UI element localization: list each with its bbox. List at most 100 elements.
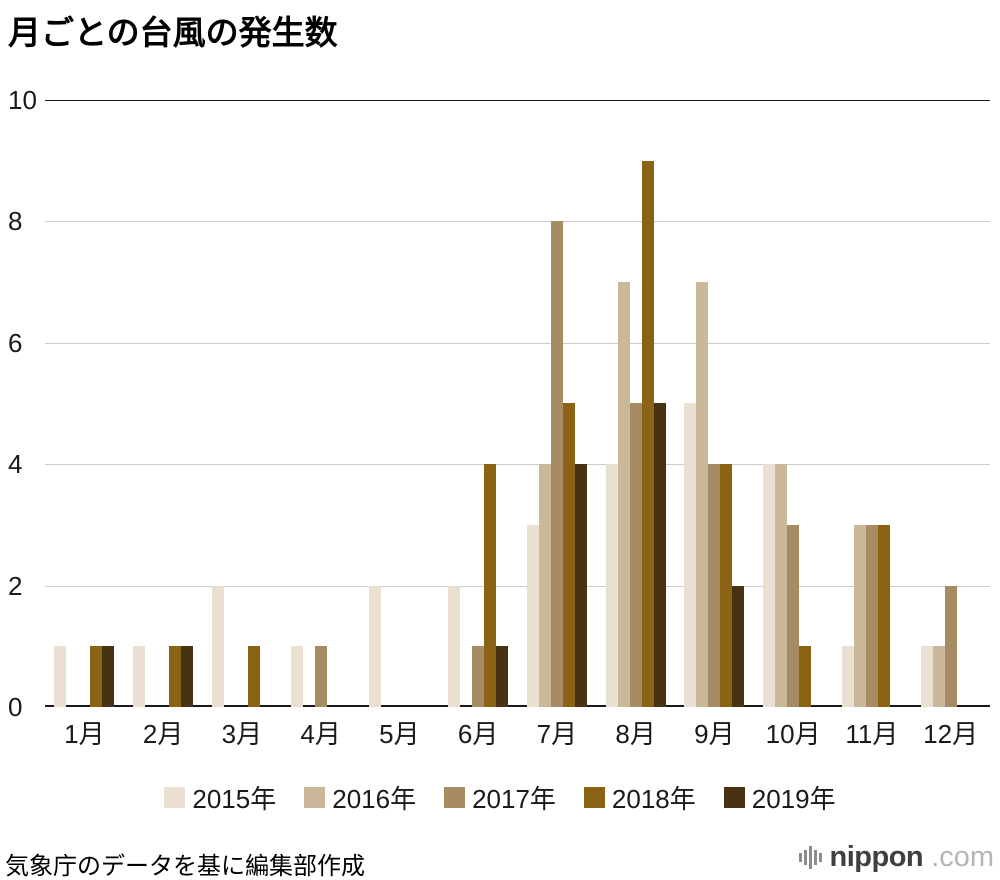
legend-label-2017年: 2017年 [472,784,556,814]
bar-2017年-12月 [944,586,957,707]
x-tick-label-11月: 11月 [845,719,899,749]
bar-2018年-7月 [562,403,575,707]
y-tick-label-2: 2 [8,571,23,601]
bar-2015年-8月 [605,464,618,707]
bar-2019年-8月 [653,403,666,707]
bar-2017年-11月 [865,525,878,707]
bar-series-container [45,100,990,707]
plot-area [45,100,990,707]
legend-swatch-2018年 [583,787,605,808]
month-group-11月 [833,100,912,707]
source-note: 気象庁のデータを基に編集部作成 [5,853,365,880]
month-group-6月 [439,100,518,707]
bar-2017年-4月 [314,646,327,707]
x-tick-label-7月: 7月 [536,719,578,749]
month-group-12月 [911,100,990,707]
bar-2018年-3月 [247,646,260,707]
gridline-0 [45,705,990,707]
bar-2015年-10月 [763,464,776,707]
soundwave-icon [798,844,822,870]
x-tick-label-2月: 2月 [142,719,184,749]
bar-2016年-10月 [775,464,788,707]
y-tick-label-0: 0 [8,692,23,722]
bar-2017年-6月 [472,646,485,707]
legend-item-2015年: 2015年 [164,779,276,816]
x-tick-label-9月: 9月 [694,719,735,749]
bar-2017年-10月 [787,525,800,707]
x-tick-label-3月: 3月 [221,719,263,749]
month-group-1月 [45,100,124,707]
legend-swatch-2016年 [304,787,326,808]
legend-swatch-2017年 [444,787,466,808]
y-axis-labels: 0 2 4 6 8 10 [8,0,48,880]
gridline-2 [45,586,990,587]
soundwave-bar-2 [808,845,812,869]
y-tick-label-6: 6 [8,328,23,358]
x-tick-label-12月: 12月 [923,719,979,749]
bar-2017年-8月 [629,403,642,707]
month-group-3月 [203,100,282,707]
gridline-10 [45,100,990,101]
bar-2015年-5月 [369,586,382,707]
bar-2016年-8月 [617,282,630,707]
gridline-4 [45,464,990,465]
legend-item-2018年: 2018年 [583,779,696,816]
month-group-2月 [124,100,203,707]
legend-label-2015年: 2015年 [192,784,277,814]
bar-2018年-6月 [484,464,497,707]
bar-2018年-2月 [169,646,182,707]
soundwave-bar-0 [798,852,802,862]
x-tick-label-5月: 5月 [379,719,420,749]
bar-2015年-3月 [211,586,224,707]
bar-2015年-7月 [526,525,539,707]
bar-2016年-7月 [538,464,551,707]
y-tick-label-10: 10 [8,85,37,115]
x-tick-label-10月: 10月 [765,719,821,749]
legend-item-2016年: 2016年 [304,779,416,816]
soundwave-bar-3 [813,849,817,865]
bar-2015年-2月 [133,646,146,707]
bar-2019年-2月 [181,646,194,707]
bar-2017年-7月 [550,221,563,707]
nippon-logo: nippon .com [798,840,994,874]
gridline-8 [45,221,990,222]
bar-2019年-6月 [496,646,509,707]
legend-label-2019年: 2019年 [751,784,836,814]
bar-2015年-4月 [290,646,303,707]
y-tick-label-8: 8 [8,206,23,236]
y-tick-label-4: 4 [8,449,23,479]
bar-2019年-9月 [732,586,745,707]
bar-2018年-11月 [877,525,890,707]
legend: 2015年 2016年 2017年 2018年 2019年 [0,779,1000,816]
bar-2015年-9月 [684,403,697,707]
bar-2018年-8月 [641,161,654,707]
soundwave-bar-4 [818,852,822,862]
legend-label-2018年: 2018年 [611,784,696,814]
bar-2015年-1月 [54,646,67,707]
bar-2015年-11月 [841,646,854,707]
bar-2016年-9月 [696,282,709,707]
bar-2018年-9月 [720,464,733,707]
month-group-4月 [281,100,360,707]
soundwave-bar-1 [803,849,807,865]
bar-2017年-9月 [708,464,721,707]
legend-swatch-2019年 [723,787,745,808]
legend-label-2016年: 2016年 [332,784,417,814]
month-group-7月 [518,100,597,707]
legend-swatch-2015年 [164,787,186,808]
month-group-5月 [360,100,439,707]
chart-title: 月ごとの台風の発生数 [8,14,338,51]
bar-2015年-6月 [448,586,461,707]
month-group-9月 [675,100,754,707]
x-axis-labels: 1月 2月 3月 4月 5月 6月 7月 8月 9月 10月 11月 12月 [45,714,990,751]
bar-2016年-12月 [932,646,945,707]
bar-2018年-10月 [799,646,812,707]
bar-2019年-7月 [574,464,587,707]
x-tick-label-8月: 8月 [615,719,656,749]
month-group-8月 [596,100,675,707]
legend-item-2019年: 2019年 [723,779,836,816]
bar-2015年-12月 [920,646,933,707]
x-tick-label-6月: 6月 [457,719,499,749]
gridline-6 [45,343,990,344]
bar-2016年-11月 [853,525,866,707]
